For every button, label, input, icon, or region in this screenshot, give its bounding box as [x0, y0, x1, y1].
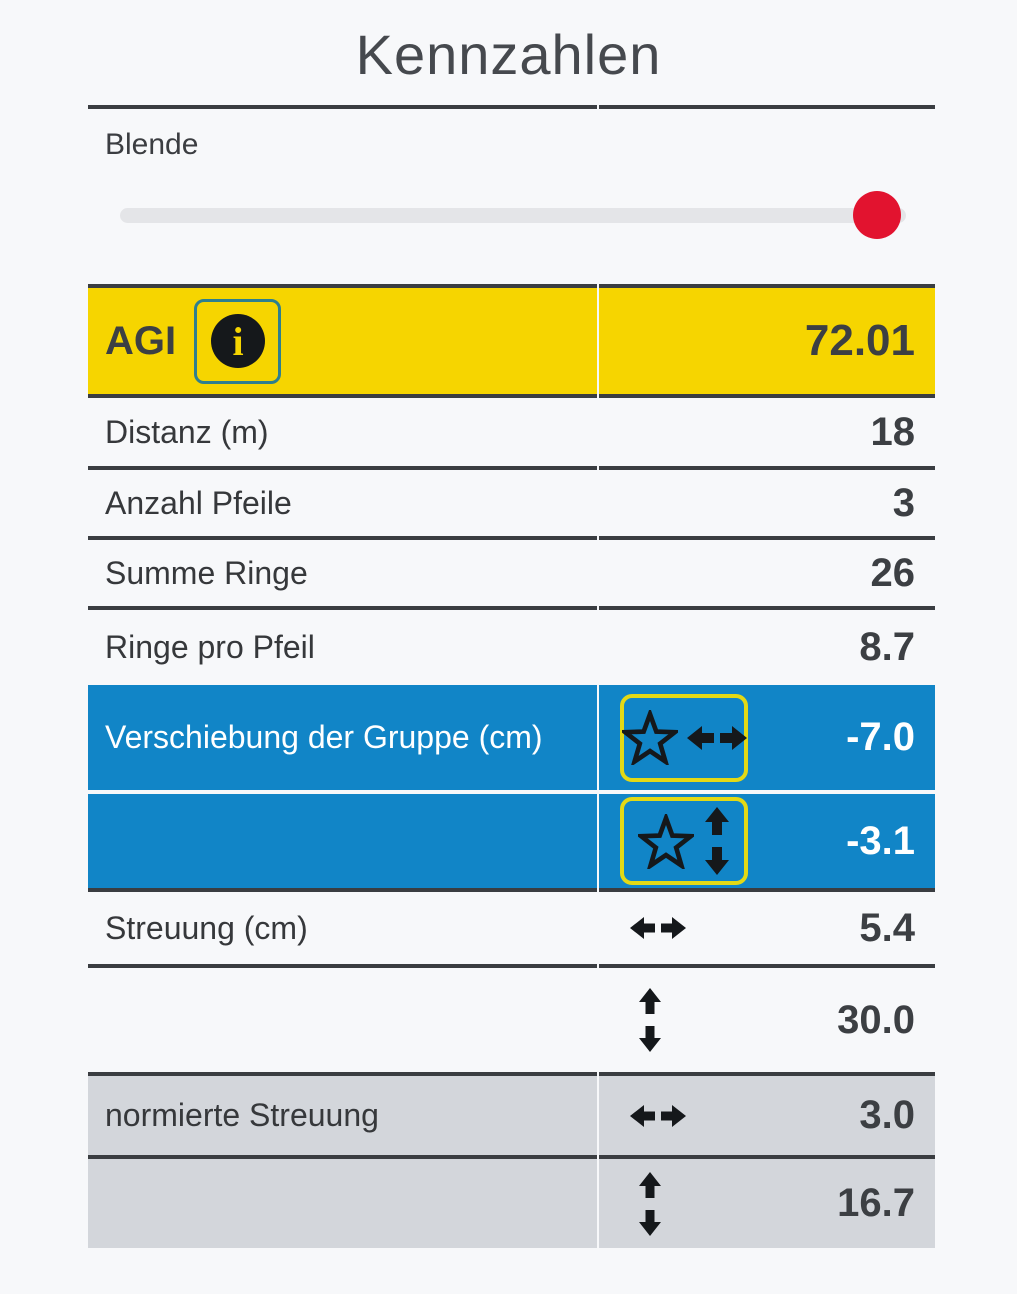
value-cell: 72.01 — [599, 284, 935, 398]
metric-value: 8.7 — [859, 625, 915, 669]
value-cell: 18 — [599, 398, 935, 470]
metric-label: Streuung (cm) — [105, 909, 308, 946]
table-row: Ringe pro Pfeil 8.7 — [88, 610, 935, 685]
table-row: Summe Ringe 26 — [88, 540, 935, 610]
slider-label: Blende — [105, 128, 199, 161]
table-row: Verschiebung der Gruppe (cm) -7.0 — [88, 685, 935, 790]
metric-value: 16.7 — [837, 1181, 915, 1225]
metric-value: -7.0 — [846, 715, 915, 759]
label-cell — [88, 794, 597, 892]
metric-label: Ringe pro Pfeil — [105, 629, 315, 665]
table-row: -3.1 — [88, 794, 935, 892]
label-cell: normierte Streuung — [88, 1076, 597, 1159]
icon-slot — [620, 693, 748, 782]
label-cell: Ringe pro Pfeil — [88, 610, 597, 685]
slider-track[interactable] — [120, 208, 906, 223]
table-row: 30.0 — [88, 968, 935, 1076]
value-cell: 16.7 — [599, 1159, 935, 1248]
title-divider — [88, 105, 935, 109]
table-row: 16.7 — [88, 1159, 935, 1248]
metric-label: AGI — [105, 318, 177, 363]
group-shift-horizontal-button[interactable] — [620, 693, 748, 782]
value-cell: 5.4 — [599, 892, 935, 968]
metric-value: 30.0 — [837, 997, 915, 1042]
page-title: Kennzahlen — [355, 23, 662, 86]
icon-slot — [637, 988, 663, 1052]
table-row: AGI i 72.01 — [88, 284, 935, 398]
metric-value: 3.0 — [859, 1093, 915, 1137]
info-button[interactable]: i — [194, 298, 282, 384]
star-icon — [621, 710, 678, 765]
up-down-arrows-icon — [637, 1171, 663, 1236]
label-cell: AGI i — [88, 284, 597, 398]
value-cell: -3.1 — [599, 794, 935, 892]
metric-value: -3.1 — [846, 818, 915, 863]
svg-text:i: i — [232, 319, 243, 364]
metric-label: normierte Streuung — [105, 1097, 379, 1133]
value-cell: 30.0 — [599, 968, 935, 1076]
metrics-table: AGI i 72.01 Distanz (m) 18 Anzahl Pfeile… — [88, 284, 935, 1248]
label-cell — [88, 1159, 597, 1248]
left-right-arrows-icon — [686, 724, 747, 752]
left-right-arrows-icon — [630, 915, 686, 941]
metric-label: Distanz (m) — [105, 413, 269, 450]
metric-value: 5.4 — [859, 905, 915, 950]
table-row: Distanz (m) 18 — [88, 398, 935, 470]
metric-label: Summe Ringe — [105, 554, 308, 591]
table-row: Streuung (cm) 5.4 — [88, 892, 935, 968]
label-cell — [88, 968, 597, 1076]
label-cell: Streuung (cm) — [88, 892, 597, 968]
up-down-arrows-icon — [637, 988, 663, 1052]
icon-slot — [630, 1103, 686, 1129]
metric-label: Verschiebung der Gruppe (cm) — [105, 719, 543, 755]
label-cell: Anzahl Pfeile — [88, 470, 597, 540]
table-row: normierte Streuung 3.0 — [88, 1076, 935, 1159]
value-cell: 26 — [599, 540, 935, 610]
left-right-arrows-icon — [630, 1103, 686, 1129]
metric-value: 18 — [870, 409, 916, 454]
label-cell: Distanz (m) — [88, 398, 597, 470]
value-cell: -7.0 — [599, 685, 935, 790]
value-cell: 3.0 — [599, 1076, 935, 1159]
icon-slot — [620, 797, 748, 885]
label-cell: Verschiebung der Gruppe (cm) — [88, 685, 597, 790]
metric-value: 72.01 — [804, 316, 915, 365]
icon-slot — [637, 1171, 663, 1236]
icon-slot — [630, 915, 686, 941]
star-icon — [637, 813, 694, 869]
slider-thumb[interactable] — [853, 191, 901, 239]
metric-value: 3 — [892, 480, 915, 525]
value-cell: 8.7 — [599, 610, 935, 685]
group-shift-vertical-button[interactable] — [620, 797, 748, 885]
label-cell: Summe Ringe — [88, 540, 597, 610]
info-icon: i — [209, 312, 267, 370]
table-row: Anzahl Pfeile 3 — [88, 470, 935, 540]
blende-slider[interactable] — [120, 190, 906, 240]
metric-value: 26 — [870, 550, 916, 595]
value-cell: 3 — [599, 470, 935, 540]
metric-label: Anzahl Pfeile — [105, 484, 292, 521]
up-down-arrows-icon — [703, 807, 731, 875]
